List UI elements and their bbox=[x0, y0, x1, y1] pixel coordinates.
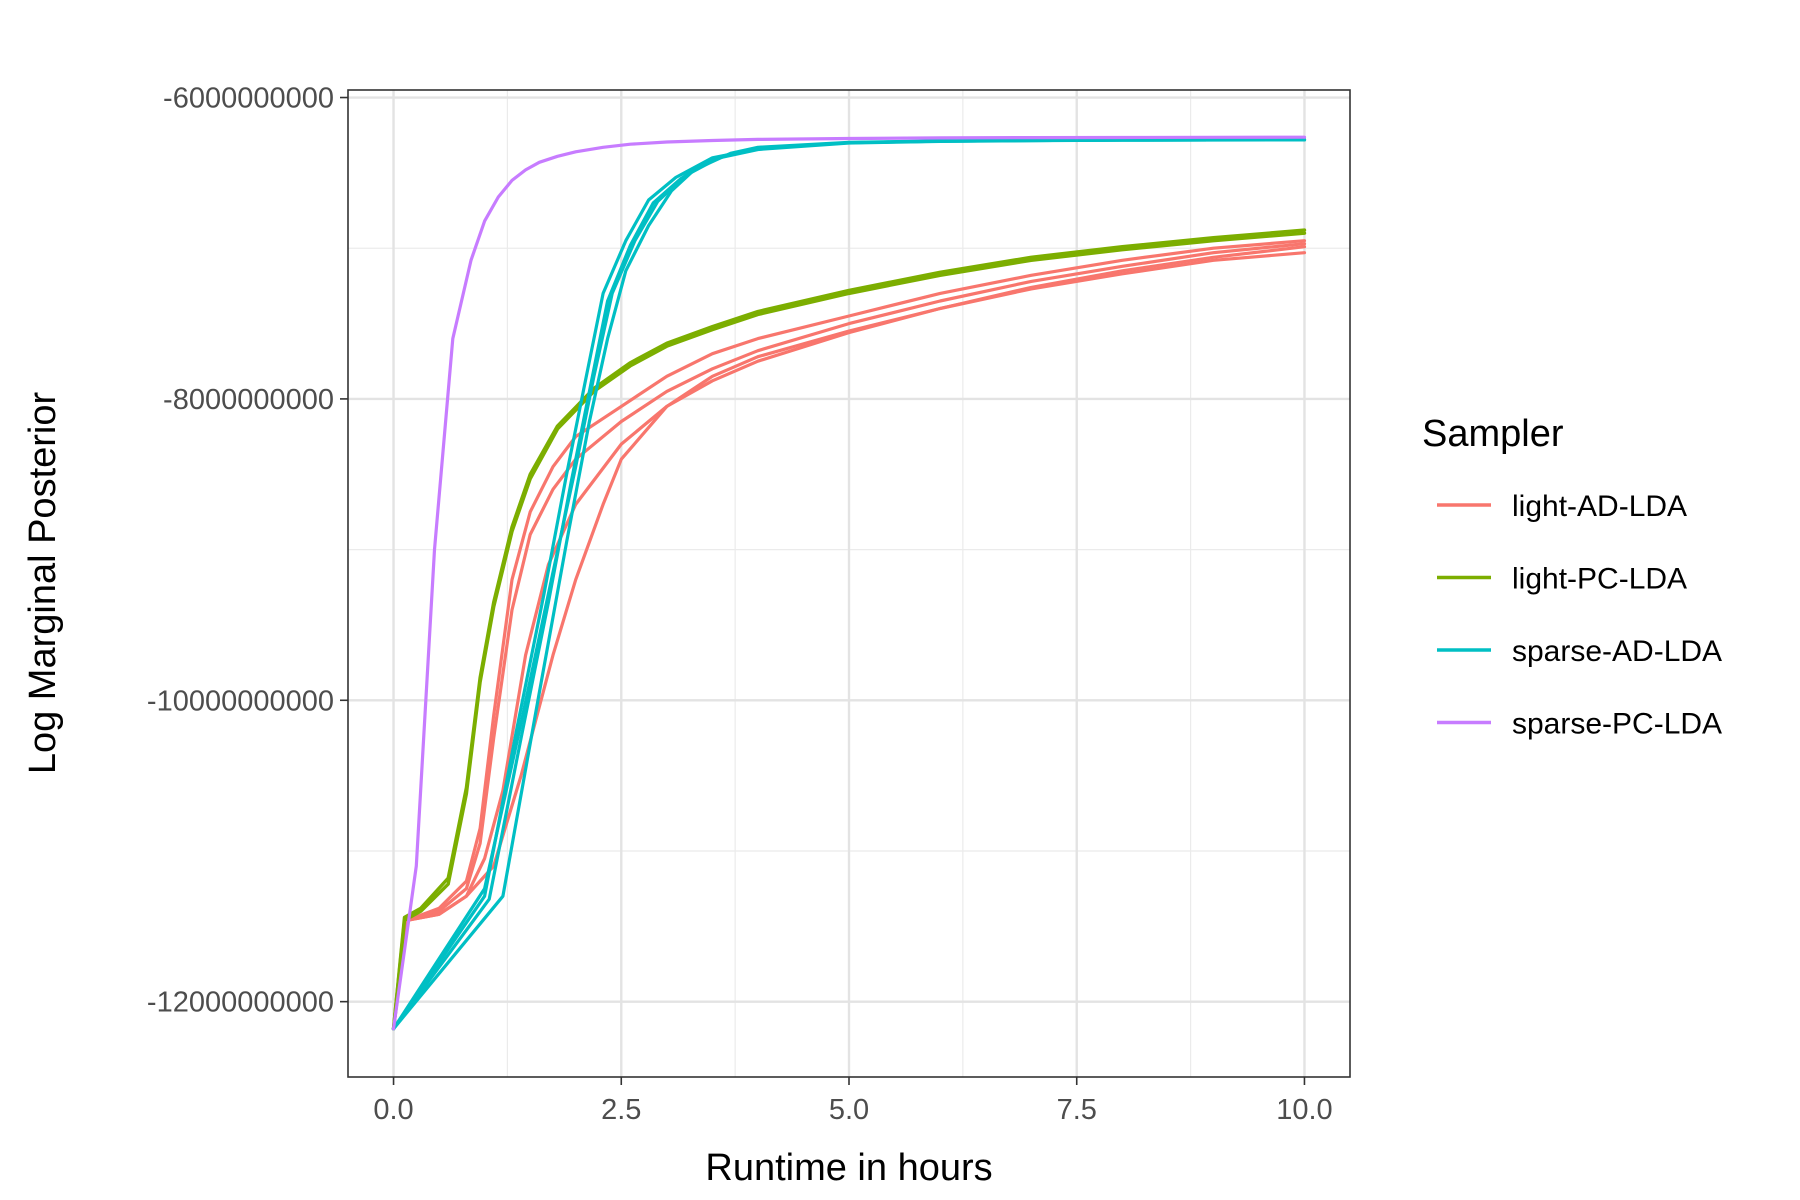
x-axis-title: Runtime in hours bbox=[705, 1147, 992, 1189]
series-sparse-AD-LDA bbox=[391, 138, 1307, 1031]
x-tick-label: 7.5 bbox=[1057, 1094, 1097, 1126]
x-tick-label: 10.0 bbox=[1276, 1094, 1332, 1126]
series-line-light-PC-LDA bbox=[391, 231, 1307, 1031]
y-axis-title: Log Marginal Posterior bbox=[22, 392, 64, 775]
y-tick-label: -12000000000 bbox=[147, 987, 334, 1019]
y-tick-label: -10000000000 bbox=[147, 685, 334, 717]
series-line-light-AD-LDA bbox=[391, 251, 1307, 1031]
legend-label-sparse-AD-LDA: sparse-AD-LDA bbox=[1512, 635, 1722, 668]
legend-label-light-PC-LDA: light-PC-LDA bbox=[1512, 563, 1687, 596]
series-line-sparse-PC-LDA bbox=[391, 135, 1307, 1031]
legend-label-light-AD-LDA: light-AD-LDA bbox=[1512, 490, 1687, 523]
legend: Sampler light-AD-LDA light-PC-LDA sparse-A… bbox=[1422, 413, 1722, 741]
legend-title: Sampler bbox=[1422, 413, 1564, 455]
series-line-light-AD-LDA bbox=[391, 242, 1307, 1031]
series-light-AD-LDA bbox=[391, 239, 1307, 1031]
series-line-sparse-AD-LDA bbox=[391, 138, 1307, 1031]
series-sparse-PC-LDA bbox=[391, 135, 1307, 1031]
legend-label-sparse-PC-LDA: sparse-PC-LDA bbox=[1512, 708, 1722, 741]
y-tick-label: -8000000000 bbox=[163, 384, 334, 416]
y-tick-label: -6000000000 bbox=[163, 83, 334, 115]
axes: 0.0 2.5 5.0 7.5 10.0 -12000000000 -10000000000… bbox=[147, 83, 1333, 1126]
x-tick-label: 2.5 bbox=[601, 1094, 641, 1126]
x-tick-label: 5.0 bbox=[829, 1094, 869, 1126]
series-lines bbox=[391, 135, 1307, 1031]
series-line-light-AD-LDA bbox=[391, 239, 1307, 1031]
series-light-PC-LDA bbox=[391, 228, 1307, 1031]
x-tick-label: 0.0 bbox=[373, 1094, 413, 1126]
